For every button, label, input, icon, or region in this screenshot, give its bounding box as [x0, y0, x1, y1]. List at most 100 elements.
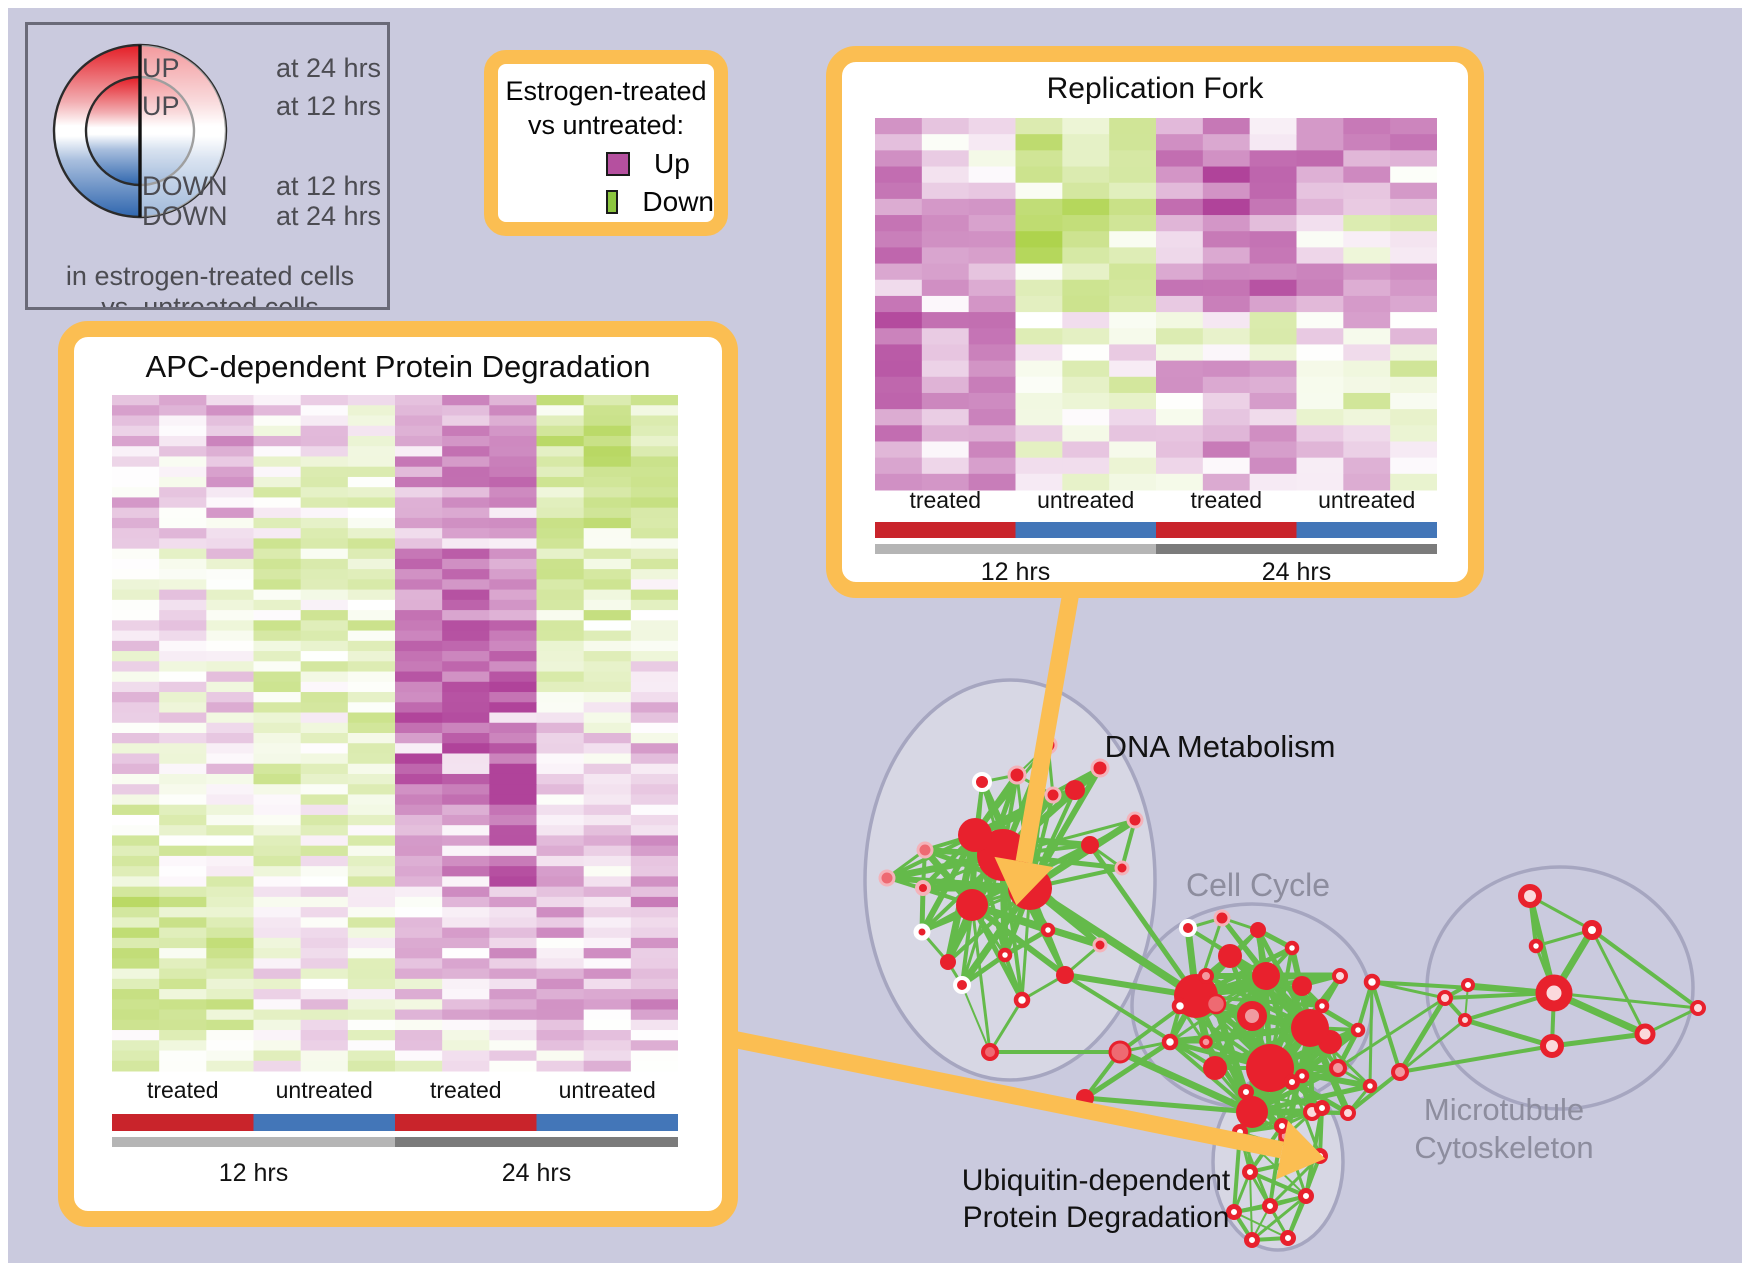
heatmap-cell: [347, 661, 396, 673]
heatmap-cell: [159, 599, 207, 611]
network-node: [1329, 1059, 1347, 1077]
heatmap-cell: [583, 446, 632, 457]
heatmap-cell: [1249, 134, 1297, 151]
heatmap-cell: [253, 517, 302, 529]
network-edge: [1118, 1048, 1254, 1116]
heatmap-cell: [583, 733, 632, 744]
heatmap-cell: [536, 753, 585, 765]
heatmap-cell: [159, 753, 207, 765]
heatmap-cell: [1156, 360, 1204, 378]
heatmap-cell: [968, 263, 1016, 281]
heatmap-cell: [395, 405, 443, 416]
heatmap-cell: [1015, 312, 1063, 329]
flow-arrow-shaft: [1015, 550, 1087, 864]
heatmap-cell: [112, 456, 160, 468]
heatmap-cell: [1015, 473, 1063, 491]
heatmap-cell: [347, 958, 396, 970]
heatmap-cell: [347, 927, 396, 939]
heatmap-cell: [583, 456, 632, 468]
legend-item-up: Up: [606, 148, 714, 180]
network-node: [1518, 884, 1542, 908]
heatmap-cell: [300, 999, 349, 1011]
heatmap-cell: [536, 446, 585, 457]
heatmap-cell: [875, 215, 923, 232]
heatmap-cell: [206, 937, 254, 949]
heatmap-cell: [921, 263, 970, 281]
heatmap-cell: [1202, 473, 1251, 491]
heatmap-cell: [442, 558, 490, 570]
heatmap-cell: [159, 538, 207, 550]
heatmap-cell: [300, 507, 349, 519]
heatmap-cell: [630, 466, 678, 478]
heatmap-cell: [253, 855, 302, 867]
heatmap-cell: [159, 681, 207, 693]
heatmap-cell: [536, 589, 585, 601]
heatmap-cell: [206, 927, 254, 939]
heatmap-cell: [395, 1009, 443, 1021]
heatmap-cell: [489, 599, 537, 611]
condition-label: untreated: [276, 1077, 373, 1103]
heatmap-cell: [300, 825, 349, 836]
network-node: [1252, 962, 1280, 990]
network-edge: [970, 902, 1067, 978]
heatmap-cell: [583, 743, 632, 754]
heatmap-cell: [875, 409, 923, 426]
heatmap-cell: [489, 948, 537, 959]
heatmap-cell: [300, 476, 349, 488]
heatmap-cell: [630, 835, 678, 847]
heatmap-cell: [300, 528, 349, 539]
heatmap-cell: [921, 279, 970, 297]
heatmap-cell: [489, 507, 537, 519]
heatmap-cell: [536, 999, 585, 1011]
heatmap-cell: [347, 845, 396, 857]
heatmap-cell: [875, 150, 923, 168]
heatmap-cell: [1156, 118, 1204, 135]
heatmap-cell: [253, 896, 302, 908]
heatmap-cell: [206, 1040, 254, 1052]
heatmap-cell: [1249, 215, 1297, 232]
heatmap-cell: [630, 1040, 678, 1052]
heatmap-cell: [300, 927, 349, 939]
heatmap-cell: [536, 896, 585, 908]
heatmap-cell: [206, 712, 254, 724]
heatmap-cell: [921, 392, 970, 410]
heatmap-cell: [347, 456, 396, 468]
heatmap-cell: [630, 968, 678, 980]
heatmap-cell: [206, 866, 254, 877]
heatmap-cell: [1249, 279, 1297, 297]
heatmap-cell: [536, 435, 585, 447]
heatmap-cell: [875, 166, 923, 184]
heatmap-cell: [630, 702, 678, 714]
network-edge: [969, 903, 1025, 1002]
network-node: [1171, 997, 1189, 1015]
heatmap-cell: [630, 814, 678, 826]
heatmap-cell: [489, 1050, 537, 1062]
heatmap-cell: [300, 569, 349, 580]
heatmap-cell: [253, 814, 302, 826]
heatmap-cell: [536, 640, 585, 652]
heatmap-cell: [875, 198, 923, 216]
heatmap-cell: [112, 702, 160, 714]
heatmap-cell: [442, 466, 490, 478]
heatmap-cell: [112, 978, 160, 990]
heatmap-cell: [347, 651, 396, 662]
heatmap-cell: [442, 1050, 490, 1062]
heatmap-cell: [300, 538, 349, 550]
heatmap-cell: [300, 917, 349, 929]
heatmap-cell: [206, 733, 254, 744]
heatmap-cell: [1156, 425, 1204, 442]
heatmap-cell: [583, 835, 632, 847]
heatmap-cell: [206, 763, 254, 775]
heatmap-cell: [536, 1030, 585, 1041]
heatmap-cell: [159, 896, 207, 908]
heatmap-cell: [347, 599, 396, 611]
heatmap-cell: [206, 558, 254, 570]
heatmap-cell: [112, 487, 160, 498]
heatmap-cell: [253, 722, 302, 734]
network-node: [1582, 920, 1602, 940]
heatmap-cell: [630, 435, 678, 447]
heatmap-cell: [1390, 198, 1437, 216]
heatmap-cell: [206, 661, 254, 673]
heatmap-cell: [489, 896, 537, 908]
heatmap-cell: [347, 978, 396, 990]
